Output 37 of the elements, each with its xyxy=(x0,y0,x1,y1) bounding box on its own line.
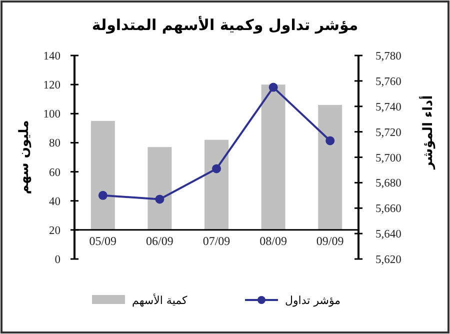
y-tick-label: 120 xyxy=(43,80,61,92)
point xyxy=(326,136,335,146)
point xyxy=(212,164,221,174)
y-axis-title: مليون سهم xyxy=(17,120,32,194)
y-tick-label: 20 xyxy=(49,224,61,237)
bar xyxy=(261,84,286,230)
x-tick-label: 05/09 xyxy=(89,234,117,248)
legend-label: مؤشر تداول xyxy=(285,294,341,307)
y-tick-label: 80 xyxy=(49,138,61,150)
y-tick-label: 0 xyxy=(54,254,61,266)
y-tick-label: 40 xyxy=(49,196,61,208)
y2-tick-label: 5,760 xyxy=(376,76,402,88)
y2-tick-label: 5,660 xyxy=(376,203,402,216)
y2-tick-label: 5,780 xyxy=(376,50,402,62)
y-tick-label: 100 xyxy=(43,108,61,121)
x-tick-label: 08/09 xyxy=(260,234,287,248)
point xyxy=(155,194,164,204)
bar xyxy=(148,147,172,230)
y-tick-label: 140 xyxy=(43,50,61,62)
bar xyxy=(318,104,342,230)
chart-title: مؤشر تداول وكمية الأسهم المتداولة xyxy=(92,15,358,34)
bar xyxy=(90,120,115,230)
point xyxy=(98,190,108,200)
y2-tick-label: 5,720 xyxy=(376,126,402,139)
x-tick-label: 06/09 xyxy=(146,234,174,248)
y2-tick-label: 5,640 xyxy=(376,228,402,241)
y-tick-label: 60 xyxy=(49,166,61,179)
y2-tick-label: 5,700 xyxy=(376,152,402,164)
x-tick-label: 09/09 xyxy=(316,234,344,248)
x-tick-label: 07/09 xyxy=(202,234,230,248)
y2-tick-label: 5,680 xyxy=(376,178,402,190)
point xyxy=(268,82,278,92)
y2-axis-title: أداء المؤشر xyxy=(419,95,436,170)
legend-label: كمية الأسهم xyxy=(132,293,188,307)
y2-tick-label: 5,620 xyxy=(376,254,402,266)
y2-tick-label: 5,740 xyxy=(376,101,402,114)
bar xyxy=(204,140,228,230)
